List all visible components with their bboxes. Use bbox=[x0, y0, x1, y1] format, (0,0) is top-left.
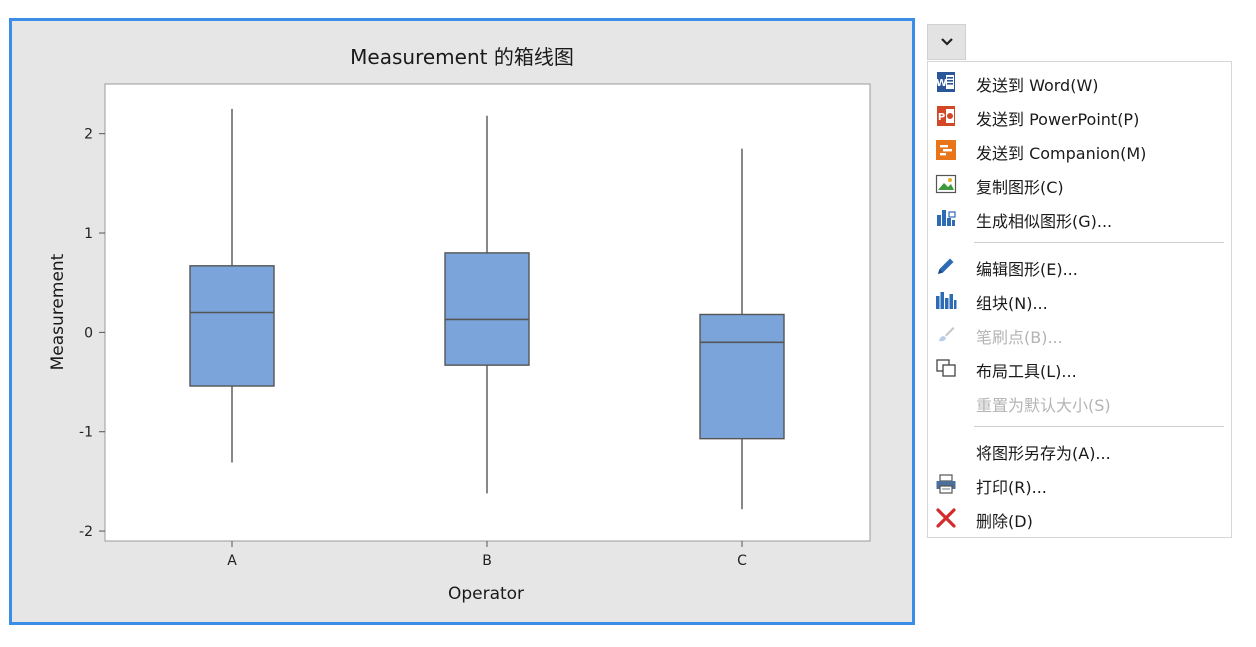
menu-item-label: 笔刷点(B)... bbox=[976, 328, 1063, 347]
menu-item-label: 发送到 PowerPoint(P) bbox=[976, 110, 1140, 129]
similar-graph-icon bbox=[934, 206, 958, 230]
menu-item-1-word[interactable]: W 发送到 Word(W) bbox=[928, 65, 1231, 99]
menu-item-8[interactable]: 笔刷点(B)... bbox=[928, 317, 1231, 351]
chart-title: Measurement 的箱线图 bbox=[350, 45, 574, 69]
menu-item-3-companion[interactable]: 发送到 Companion(M) bbox=[928, 133, 1231, 167]
svg-text:P: P bbox=[938, 112, 945, 123]
box-c[interactable] bbox=[699, 148, 785, 510]
menu-item-10[interactable]: 重置为默认大小(S) bbox=[928, 385, 1231, 419]
menu-item-4[interactable]: 复制图形(C) bbox=[928, 167, 1231, 201]
graph-window[interactable]: Measurement 的箱线图 -2 -1 0 1 2 A B C Measurement… bbox=[9, 18, 915, 625]
image-icon bbox=[934, 172, 958, 196]
box-body bbox=[699, 313, 785, 440]
powerpoint-icon: P bbox=[934, 104, 958, 128]
menu-separator bbox=[974, 426, 1224, 427]
box-b[interactable] bbox=[444, 115, 530, 494]
word-icon: W bbox=[934, 70, 958, 94]
menu-item-label: 删除(D) bbox=[976, 512, 1033, 531]
y-tick-label: 0 bbox=[84, 325, 93, 341]
bar-group-icon bbox=[934, 288, 958, 312]
box-a[interactable] bbox=[189, 108, 275, 463]
y-tick-label: 2 bbox=[84, 127, 93, 143]
menu-item-label: 发送到 Companion(M) bbox=[976, 144, 1147, 163]
printer-icon bbox=[934, 472, 958, 496]
menu-item-label: 编辑图形(E)... bbox=[976, 260, 1078, 279]
pencil-icon bbox=[934, 254, 958, 278]
menu-item-label: 组块(N)... bbox=[976, 294, 1048, 313]
x-axis-label: Operator bbox=[448, 584, 524, 604]
box-series bbox=[189, 108, 785, 510]
menu-separator bbox=[974, 242, 1224, 243]
y-axis: -2 -1 0 1 2 bbox=[79, 127, 105, 540]
x-tick-label: C bbox=[737, 553, 747, 569]
menu-item-label: 打印(R)... bbox=[976, 478, 1047, 497]
menu-item-12[interactable]: 打印(R)... bbox=[928, 467, 1231, 501]
box-body bbox=[189, 265, 275, 387]
companion-icon bbox=[934, 138, 958, 162]
chevron-down-icon bbox=[940, 38, 953, 46]
y-tick-label: 1 bbox=[84, 226, 93, 242]
x-axis: A B C bbox=[227, 541, 747, 569]
graph-context-menu: W 发送到 Word(W) P 发送到 PowerPoint(P) 发送到 Compan… bbox=[927, 61, 1232, 538]
menu-item-label: 布局工具(L)... bbox=[976, 362, 1077, 381]
menu-item-label: 将图形另存为(A)... bbox=[976, 444, 1111, 463]
x-tick-label: A bbox=[227, 553, 237, 569]
menu-item-6[interactable]: 编辑图形(E)... bbox=[928, 249, 1231, 283]
menu-item-label: 复制图形(C) bbox=[976, 178, 1064, 197]
y-axis-label: Measurement bbox=[48, 253, 68, 370]
x-tick-label: B bbox=[482, 553, 492, 569]
menu-item-9[interactable]: 布局工具(L)... bbox=[928, 351, 1231, 385]
delete-x-icon bbox=[934, 506, 958, 530]
graph-menu-toggle-button[interactable] bbox=[927, 24, 966, 60]
menu-item-label: 发送到 Word(W) bbox=[976, 76, 1099, 95]
menu-item-11[interactable]: 将图形另存为(A)... bbox=[928, 433, 1231, 467]
menu-item-label: 生成相似图形(G)... bbox=[976, 212, 1113, 231]
y-tick-label: -1 bbox=[79, 425, 93, 441]
brush-icon bbox=[934, 322, 958, 346]
menu-item-2-powerpoint[interactable]: P 发送到 PowerPoint(P) bbox=[928, 99, 1231, 133]
menu-item-7[interactable]: 组块(N)... bbox=[928, 283, 1231, 317]
menu-item-5[interactable]: 生成相似图形(G)... bbox=[928, 201, 1231, 235]
box-body bbox=[444, 252, 530, 366]
menu-item-13[interactable]: 删除(D) bbox=[928, 501, 1231, 535]
y-tick-label: -2 bbox=[79, 524, 93, 540]
menu-item-label: 重置为默认大小(S) bbox=[976, 396, 1111, 415]
boxplot-chart: Measurement 的箱线图 -2 -1 0 1 2 A B C Measurement… bbox=[48, 45, 871, 604]
svg-text:W: W bbox=[936, 78, 947, 89]
layout-icon bbox=[934, 356, 958, 380]
